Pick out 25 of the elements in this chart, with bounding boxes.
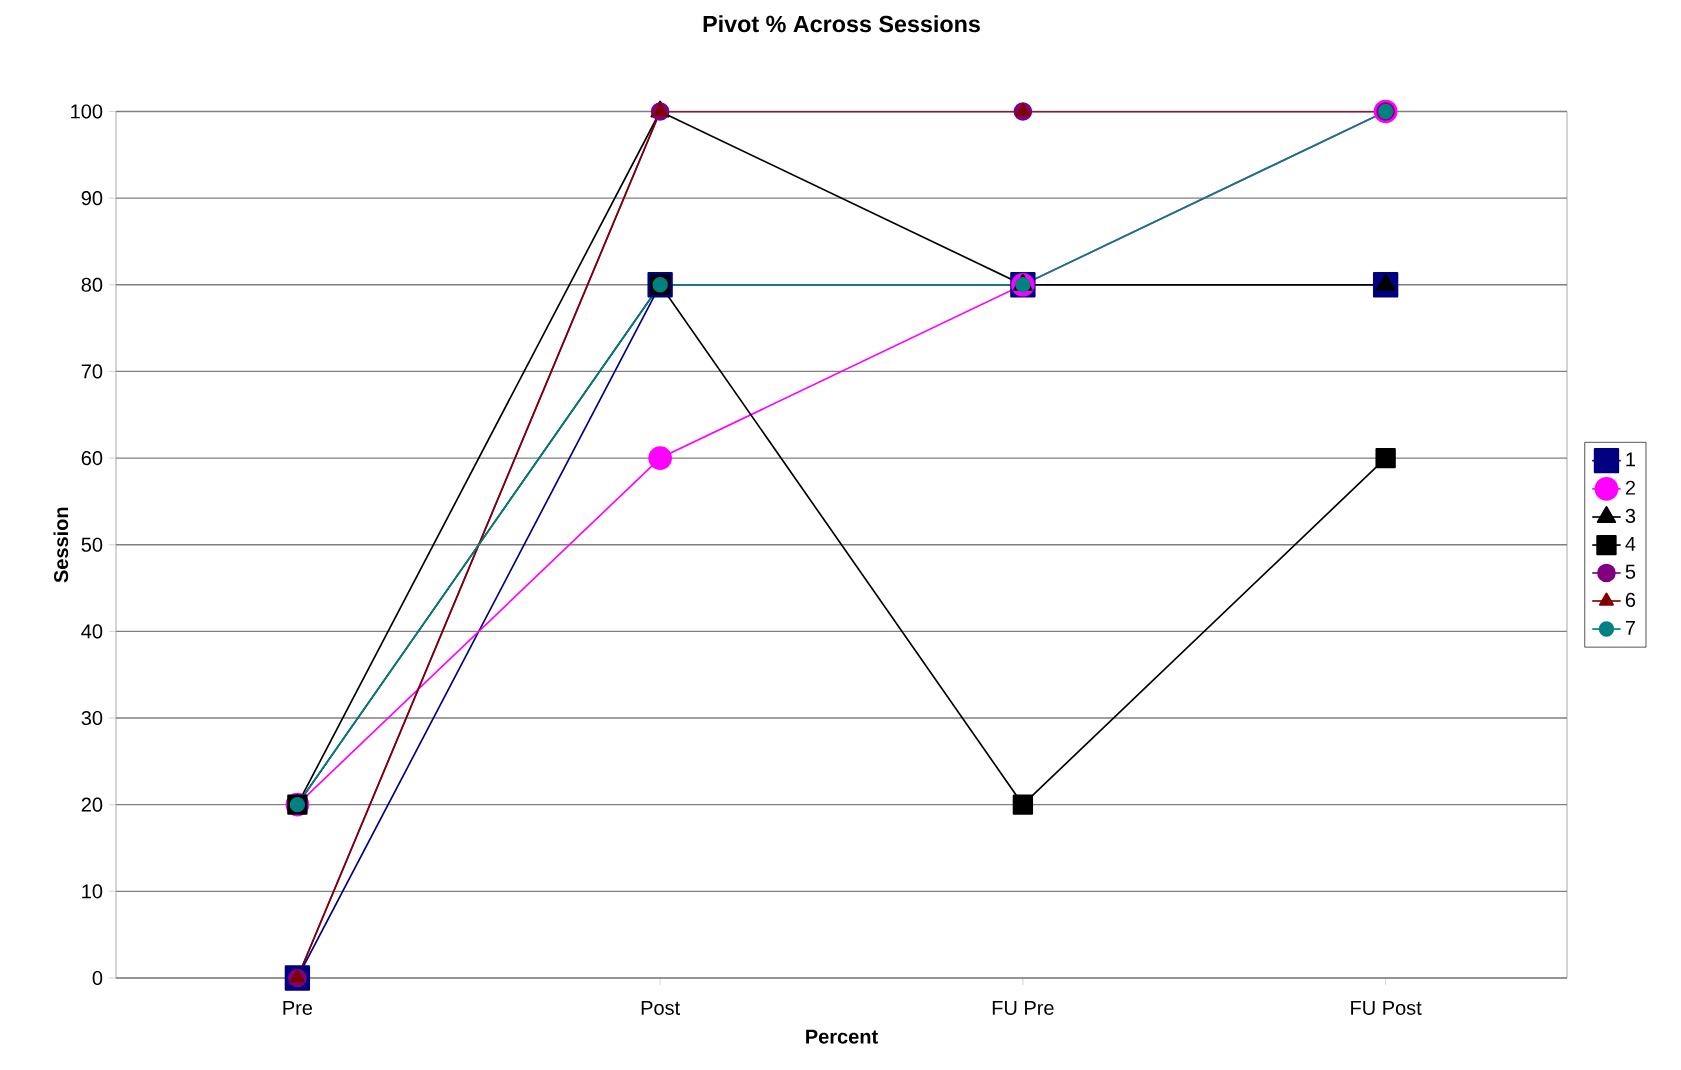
y-tick-label: 80 xyxy=(81,277,103,292)
legend-label: 4 xyxy=(1625,536,1636,551)
x-tick-label: FU Post xyxy=(1351,1001,1422,1015)
legend-label: 3 xyxy=(1625,508,1636,523)
y-tick-label: 40 xyxy=(81,624,103,639)
y-tick-label: 90 xyxy=(81,191,103,206)
y-tick-label: 100 xyxy=(71,104,103,119)
legend-label: 7 xyxy=(1625,620,1635,635)
y-tick-label: 10 xyxy=(82,884,103,899)
chart-title: Pivot % Across Sessions xyxy=(703,15,980,33)
y-axis-title: Session xyxy=(53,507,69,583)
x-axis-title: Percent xyxy=(806,1029,878,1044)
x-tick-label: FU Pre xyxy=(992,1001,1054,1015)
legend-label: 5 xyxy=(1625,564,1636,579)
y-tick-label: 20 xyxy=(81,797,103,812)
legend-label: 6 xyxy=(1625,592,1636,607)
y-tick-label: 30 xyxy=(81,710,103,726)
x-tick-label: Pre xyxy=(283,1001,313,1015)
legend-label: 2 xyxy=(1625,480,1635,495)
y-tick-label: 60 xyxy=(81,451,103,466)
x-tick-label: Post xyxy=(641,1001,680,1015)
y-tick-label: 0 xyxy=(92,970,103,986)
legend-label: 1 xyxy=(1626,452,1636,467)
y-tick-label: 50 xyxy=(81,537,103,552)
y-tick-label: 70 xyxy=(81,364,103,379)
